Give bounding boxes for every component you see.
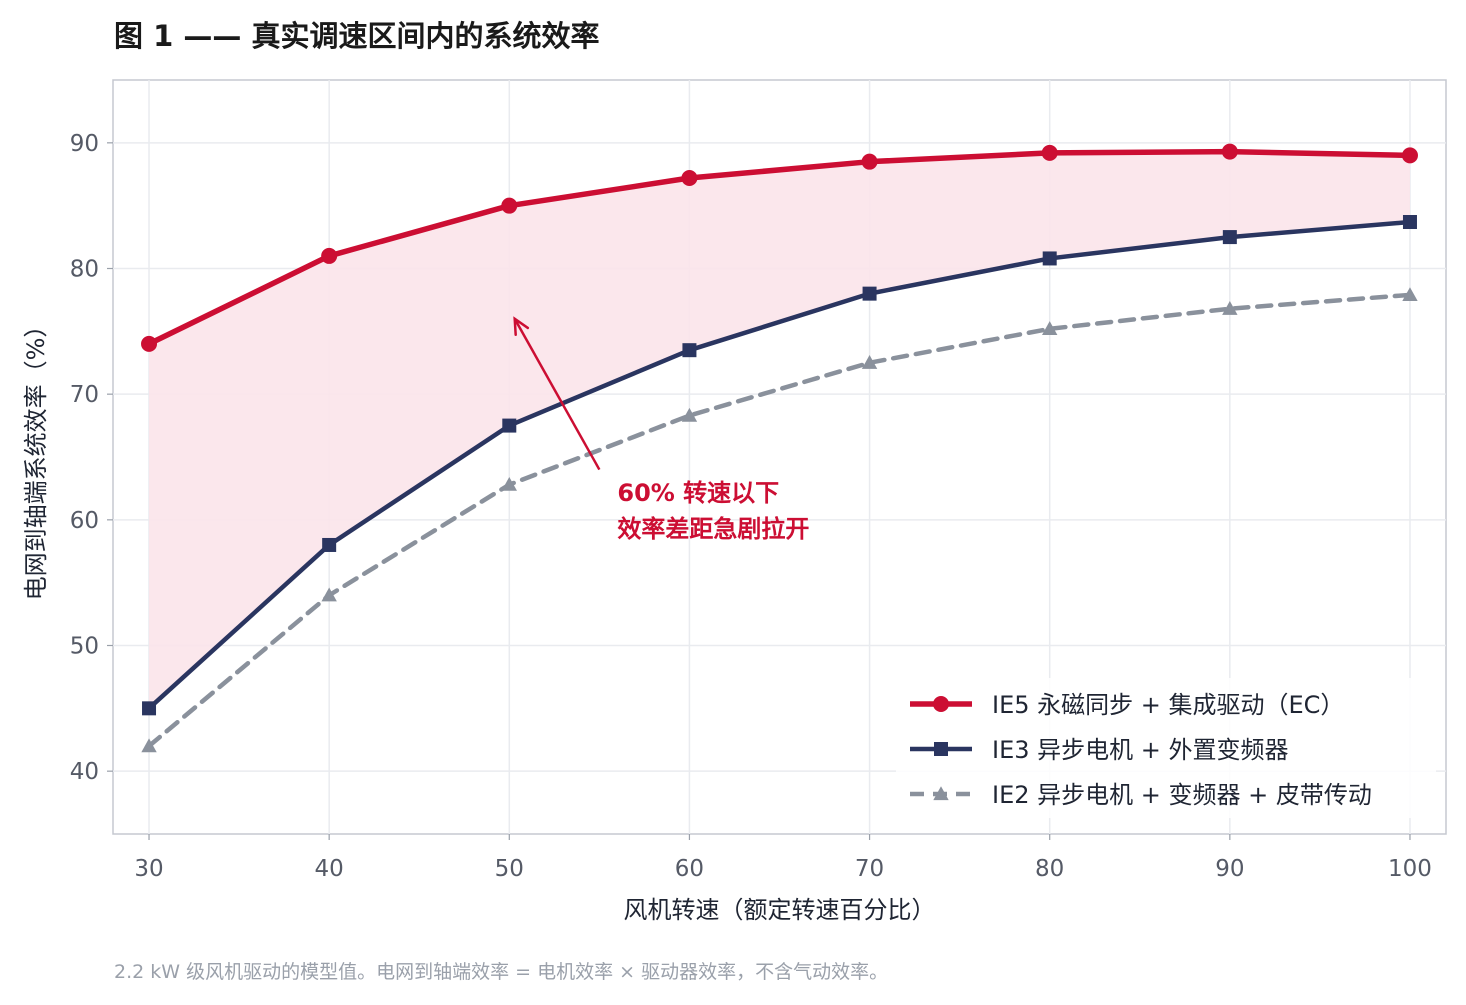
axis-ticks: 30 40 50 60 70 80 90 100 40 50 60 70 80 90 <box>70 131 1432 882</box>
point-ie3-70 <box>862 286 877 301</box>
gap-fill <box>149 151 1410 709</box>
y-tick-label-90: 90 <box>70 131 99 157</box>
point-ie3-100 <box>1402 215 1417 230</box>
point-ie5-100 <box>1401 147 1418 164</box>
legend-entry-ie3: IE3 异步电机 + 外置变频器 <box>992 736 1289 764</box>
y-tick-label-70: 70 <box>70 382 99 408</box>
legend-entry-ie2: IE2 异步电机 + 变频器 + 皮带传动 <box>992 781 1372 809</box>
point-ie2-80 <box>1042 321 1058 335</box>
series-ie5 <box>141 143 1418 352</box>
y-tick-label-40: 40 <box>70 759 99 785</box>
legend: IE5 永磁同步 + 集成驱动（EC） IE3 异步电机 + 外置变频器 IE2… <box>896 678 1436 818</box>
x-tick-label-60: 60 <box>675 856 704 882</box>
x-tick-label-40: 40 <box>315 856 344 882</box>
legend-box <box>896 678 1436 818</box>
point-ie3-30 <box>142 701 157 716</box>
y-tick-label-60: 60 <box>70 508 99 534</box>
point-ie5-70 <box>861 153 878 170</box>
series-line-ie3 <box>146 219 1413 711</box>
point-ie5-50 <box>501 197 518 214</box>
point-ie5-90 <box>1221 143 1238 160</box>
point-ie3-80 <box>1042 251 1057 266</box>
series-line-ie5 <box>146 148 1413 347</box>
legend-swatch-marker-ie3 <box>934 742 948 756</box>
point-ie5-80 <box>1041 144 1058 161</box>
chart-title: 图 1 —— 真实调速区间内的系统效率 <box>114 19 599 53</box>
x-tick-label-50: 50 <box>495 856 524 882</box>
point-ie5-40 <box>321 247 338 264</box>
series-lines <box>141 143 1418 753</box>
annotation: 60% 转速以下 效率差距急剧拉开 <box>513 316 809 543</box>
legend-swatch-marker-ie5 <box>933 696 949 712</box>
annotation-arrow-head <box>513 316 530 336</box>
point-ie5-60 <box>681 170 698 187</box>
x-tick-label-90: 90 <box>1215 856 1244 882</box>
x-tick-label-80: 80 <box>1035 856 1064 882</box>
footnote: 2.2 kW 级风机驱动的模型值。电网到轴端效率 = 电机效率 × 驱动器效率，… <box>114 961 888 983</box>
point-ie2-60 <box>681 407 698 422</box>
point-ie3-60 <box>682 343 697 358</box>
annotation-line-2: 效率差距急剧拉开 <box>617 515 809 543</box>
point-ie2-50 <box>501 476 517 491</box>
y-tick-label-50: 50 <box>70 634 99 660</box>
y-axis-label: 电网到轴端系统效率（%） <box>22 314 50 601</box>
point-ie3-50 <box>502 418 517 433</box>
point-ie5-30 <box>141 335 158 352</box>
x-tick-label-100: 100 <box>1388 856 1432 882</box>
gap-fill-area <box>149 151 1410 709</box>
series-ie3 <box>142 215 1417 716</box>
point-ie2-90 <box>1222 301 1238 315</box>
point-ie3-90 <box>1222 230 1237 245</box>
y-tick-label-80: 80 <box>70 257 99 283</box>
annotation-line-1: 60% 转速以下 <box>617 479 779 507</box>
point-ie2-100 <box>1402 287 1418 302</box>
series-line-ie2 <box>146 292 1413 749</box>
legend-entry-ie5: IE5 永磁同步 + 集成驱动（EC） <box>992 691 1344 719</box>
x-tick-label-70: 70 <box>855 856 884 882</box>
annotation-arrow-line <box>513 318 601 471</box>
legend-swatch-marker-ie2 <box>933 786 949 801</box>
series-ie2 <box>141 287 1418 753</box>
point-ie2-30 <box>141 738 157 753</box>
point-ie2-40 <box>321 587 337 602</box>
x-axis-label: 风机转速（额定转速百分比） <box>624 896 936 924</box>
point-ie2-70 <box>861 355 878 369</box>
x-tick-label-30: 30 <box>134 856 163 882</box>
point-ie3-40 <box>322 537 337 552</box>
